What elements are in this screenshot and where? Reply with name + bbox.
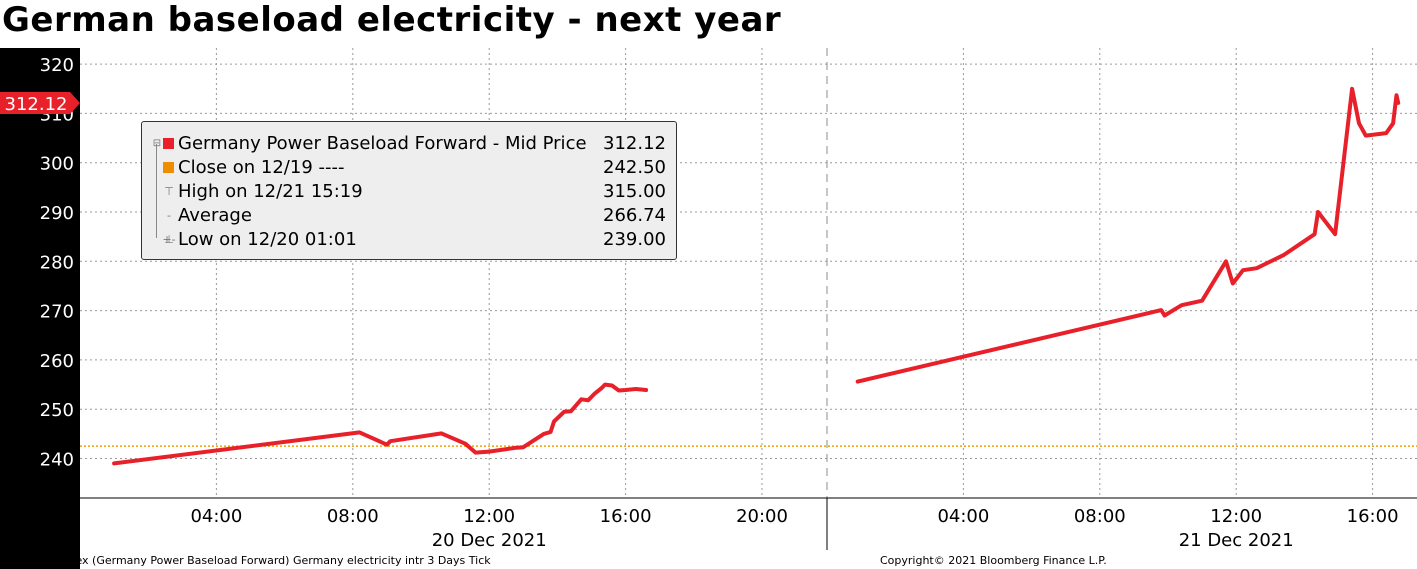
legend-row-series: ⊟ Germany Power Baseload Forward - Mid P…	[142, 132, 676, 156]
x-axis: 04:00 08:00 12:00 16:00 20:00 04:00 08:00 12:00…	[80, 497, 1417, 551]
low-marker-icon: ⊥	[164, 233, 174, 246]
series-layer	[80, 86, 1417, 466]
y-axis-panel	[0, 48, 80, 569]
collapse-icon[interactable]: ⊟	[152, 138, 162, 149]
grid	[80, 48, 1417, 498]
last-price-tag	[0, 91, 80, 114]
series-color-swatch	[163, 138, 174, 149]
y-tick-label: 300	[40, 154, 74, 175]
last-price-label: 312.12	[5, 94, 68, 115]
average-marker-icon: -+-	[162, 209, 176, 246]
day-label: 21 Dec 2021	[1179, 530, 1294, 551]
legend-value: 239.00	[603, 229, 666, 250]
y-tick-label: 280	[40, 252, 74, 273]
day-label: 20 Dec 2021	[432, 530, 547, 551]
x-tick-label: 20:00	[736, 506, 788, 527]
legend-value: 242.50	[603, 157, 666, 178]
x-tick-label: 08:00	[327, 506, 379, 527]
last-price-tag-group: 312.12	[0, 91, 80, 115]
footer-copyright: Copyright© 2021 Bloomberg Finance L.P.	[880, 554, 1107, 567]
legend-label: Average	[178, 205, 252, 226]
legend-box: ⊟ Germany Power Baseload Forward - Mid P…	[141, 121, 677, 260]
series-line-segment	[112, 382, 649, 466]
legend-value: 315.00	[603, 181, 666, 202]
footer-source-text: ELGBY 22 Index (Germany Power Baseload F…	[2, 554, 491, 567]
x-tick-label: 12:00	[463, 506, 515, 527]
legend-label: Close on 12/19 ----	[178, 157, 345, 178]
x-tick-label: 16:00	[600, 506, 652, 527]
x-tick-label: 04:00	[190, 506, 242, 527]
legend-row-high: ⊤ High on 12/21 15:19 315.00	[142, 180, 676, 204]
legend-row-low: ⊥ Low on 12/20 01:01 239.00	[142, 228, 676, 252]
y-tick-label: 240	[40, 450, 74, 471]
x-tick-label: 04:00	[937, 506, 989, 527]
legend-label: Low on 12/20 01:01	[178, 229, 357, 250]
legend-tree-line	[156, 144, 157, 238]
legend-label: Germany Power Baseload Forward - Mid Pri…	[178, 133, 587, 154]
legend-label: High on 12/21 15:19	[178, 181, 363, 202]
y-tick-label: 290	[40, 203, 74, 224]
legend-value: 266.74	[603, 205, 666, 226]
high-marker-icon: ⊤	[164, 185, 174, 198]
y-tick-label: 260	[40, 351, 74, 372]
x-tick-label: 16:00	[1347, 506, 1399, 527]
y-tick-label: 250	[40, 400, 74, 421]
legend-row-close: Close on 12/19 ---- 242.50	[142, 156, 676, 180]
legend-row-average: -+- Average 266.74	[142, 204, 676, 246]
legend-value: 312.12	[603, 133, 666, 154]
chart-title: German baseload electricity - next year	[2, 0, 782, 40]
x-tick-label: 12:00	[1210, 506, 1262, 527]
close-color-swatch	[163, 162, 174, 173]
y-tick-label: 270	[40, 302, 74, 323]
series-line-segment	[855, 86, 1401, 384]
y-tick-label: 320	[40, 55, 74, 76]
x-tick-label: 08:00	[1074, 506, 1126, 527]
